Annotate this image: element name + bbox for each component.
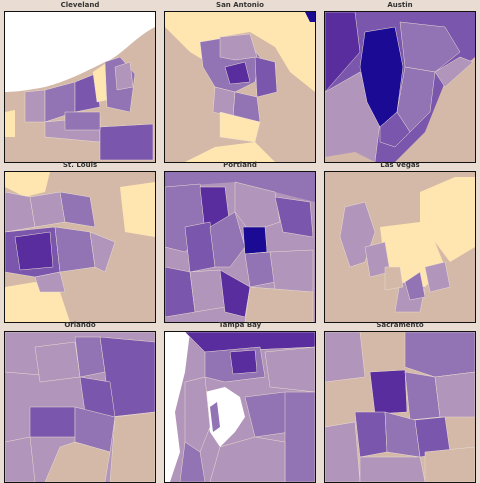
map-panel-sacramento: Sacramento	[324, 320, 476, 483]
map-panel-tampa-bay: Tampa Bay	[164, 320, 316, 483]
panel-title: San Antonio	[216, 1, 264, 9]
panel-title: Austin	[387, 1, 413, 9]
gulf-water	[165, 332, 190, 482]
panel-title: Tampa Bay	[218, 321, 262, 329]
panel-title: Orlando	[64, 321, 96, 329]
panel-title: St. Louis	[62, 161, 98, 169]
map-panel-austin: Austin	[324, 0, 476, 163]
choropleth-map-orlando	[4, 331, 156, 483]
choropleth-map-las-vegas	[324, 171, 476, 323]
choropleth-map-austin	[324, 11, 476, 163]
panel-title: Las Vegas	[380, 161, 420, 169]
map-panel-st-louis: St. Louis	[4, 160, 156, 323]
choropleth-map-san-antonio	[164, 11, 316, 163]
panel-title: Sacramento	[376, 321, 424, 329]
choropleth-map-portland	[164, 171, 316, 323]
bay-water	[205, 387, 245, 447]
map-panel-las-vegas: Las Vegas	[324, 160, 476, 323]
panel-title: Portland	[223, 161, 257, 169]
choropleth-map-tampa-bay	[164, 331, 316, 483]
lake-water	[5, 12, 155, 92]
panel-title: Cleveland	[60, 1, 100, 9]
choropleth-map-st-louis	[4, 171, 156, 323]
map-panel-portland: Portland	[164, 160, 316, 323]
map-panel-san-antonio: San Antonio	[164, 0, 316, 163]
choropleth-map-sacramento	[324, 331, 476, 483]
choropleth-map-cleveland	[4, 11, 156, 163]
map-panel-cleveland: Cleveland	[4, 0, 156, 163]
map-panel-orlando: Orlando	[4, 320, 156, 483]
